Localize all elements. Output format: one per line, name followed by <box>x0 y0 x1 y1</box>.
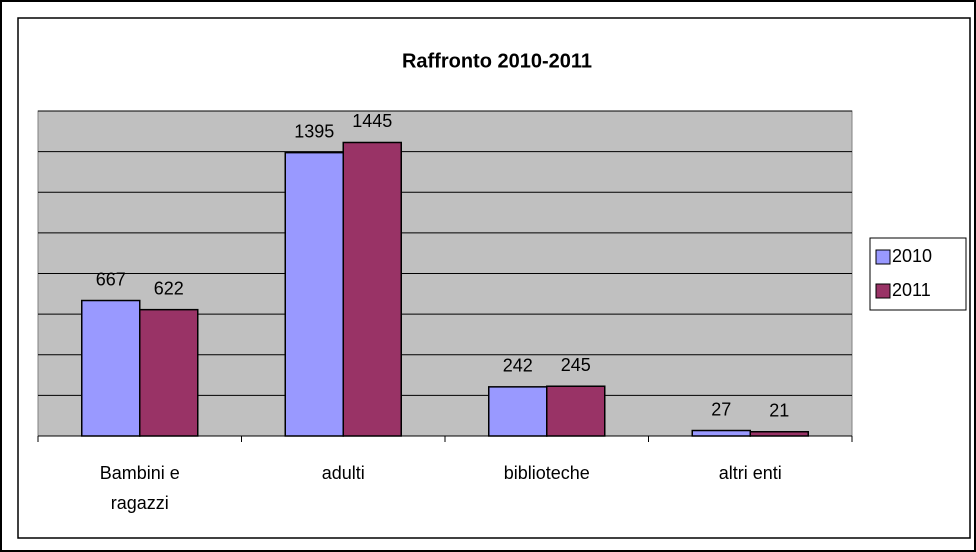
value-label: 21 <box>769 400 789 420</box>
bar <box>81 299 141 437</box>
value-label: 245 <box>561 355 591 375</box>
chart-title: Raffronto 2010-2011 <box>402 50 592 72</box>
x-tick-label: altri enti <box>718 463 782 483</box>
legend-swatch <box>875 249 891 265</box>
bar <box>139 308 199 437</box>
value-label: 667 <box>96 269 126 289</box>
bar <box>284 151 344 437</box>
value-label: 622 <box>154 278 184 298</box>
bar <box>546 385 606 437</box>
bar <box>749 430 809 437</box>
value-label: 1445 <box>352 111 392 131</box>
legend-label: 2011 <box>892 280 931 300</box>
value-label: 1395 <box>294 121 334 141</box>
bar <box>488 386 548 437</box>
bar <box>342 141 402 437</box>
x-tick-label: adulti <box>321 463 365 483</box>
value-label: 242 <box>503 356 533 376</box>
legend-swatch <box>875 283 891 299</box>
x-tick-label: Bambini e ragazzi <box>99 463 180 513</box>
bar <box>691 429 751 437</box>
value-label: 27 <box>711 399 731 419</box>
legend-label: 2010 <box>892 246 932 266</box>
x-tick-label: biblioteche <box>503 463 590 483</box>
